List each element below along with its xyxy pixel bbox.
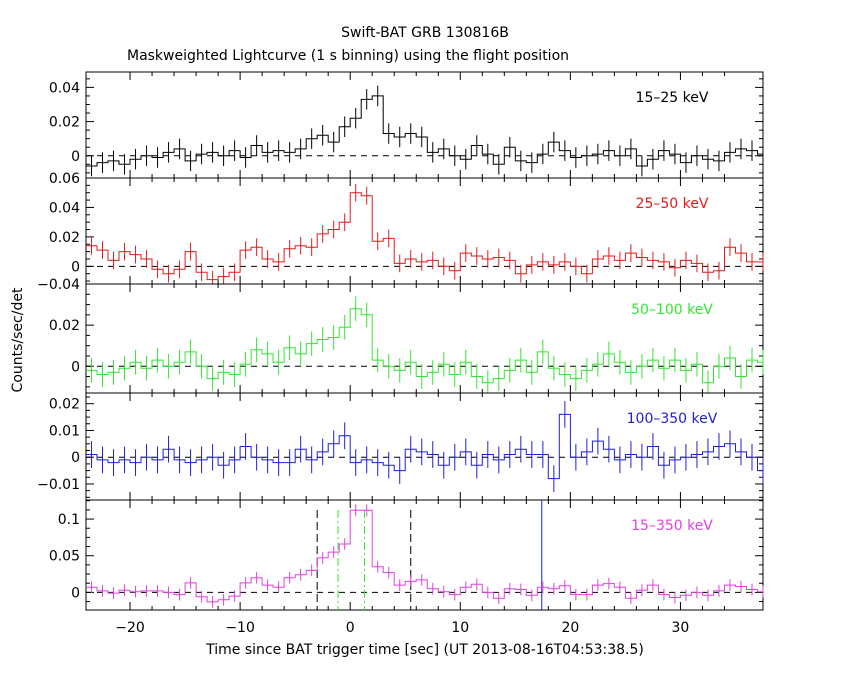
y-tick-label: 0.01 — [49, 423, 80, 439]
chart-subtitle: Maskweighted Lightcurve (1 s binning) us… — [127, 48, 569, 64]
y-tick-label: −0.01 — [37, 477, 80, 493]
lightcurve-series — [86, 413, 763, 480]
y-tick-label: 0.02 — [49, 230, 80, 246]
y-tick-label: 0 — [71, 585, 80, 601]
y-tick-label: 0.02 — [49, 318, 80, 334]
panel-frame — [85, 499, 764, 611]
lightcurve-series — [86, 192, 763, 281]
panels-group: 0 0.02 0.04 15–25 keV 0 0.02 0.04 0.06 25–50 keV… — [37, 71, 764, 636]
y-tick-label: 0.04 — [49, 200, 80, 216]
y-tick-label: 0 — [71, 359, 80, 375]
y-tick-label: 0 — [71, 149, 80, 165]
panel-frame — [85, 71, 764, 179]
y-tick-label: 0 — [71, 450, 80, 466]
lightcurve-series — [86, 509, 763, 603]
y-tick-label: 0.02 — [49, 115, 80, 131]
y-tick-label: −0.04 — [37, 277, 80, 293]
panel-label: 25–50 keV — [636, 196, 709, 212]
panel-frame — [85, 177, 764, 285]
x-tick-label: 30 — [672, 620, 690, 636]
x-tick-label: −20 — [115, 620, 145, 636]
panel-label: 15–350 keV — [631, 518, 713, 534]
y-tick-label: 0 — [71, 259, 80, 275]
y-tick-label: 0.02 — [49, 397, 80, 413]
y-tick-label: 0.1 — [58, 512, 80, 528]
panel-3: 0 0.02 −0.04 50–100 keV — [37, 277, 764, 394]
x-tick-label: −10 — [225, 620, 255, 636]
y-tick-label: 0.05 — [49, 549, 80, 565]
lightcurve-series — [86, 308, 763, 384]
x-axis-label: Time since BAT trigger time [sec] (UT 20… — [205, 642, 644, 658]
panel-label: 50–100 keV — [631, 302, 713, 318]
panel-5: 0 0.05 0.1 15–350 keV — [49, 499, 764, 611]
x-tick-label: 0 — [346, 620, 355, 636]
panel-frame — [85, 392, 764, 501]
x-tick-label: 10 — [451, 620, 469, 636]
panel-4: −0.01 0 0.01 0.02 100–350 keV — [37, 392, 764, 501]
panel-2: 0 0.02 0.04 0.06 25–50 keV — [49, 171, 764, 285]
chart-title: Swift-BAT GRB 130816B — [341, 25, 509, 41]
panel-label: 15–25 keV — [636, 90, 709, 106]
y-axis-label: Counts/sec/det — [10, 287, 26, 392]
panel-1: 0 0.02 0.04 15–25 keV — [49, 71, 764, 179]
panel-label: 100–350 keV — [627, 411, 718, 427]
y-tick-label: 0.06 — [49, 171, 80, 187]
y-tick-label: 0.04 — [49, 80, 80, 96]
x-tick-label: 20 — [561, 620, 579, 636]
